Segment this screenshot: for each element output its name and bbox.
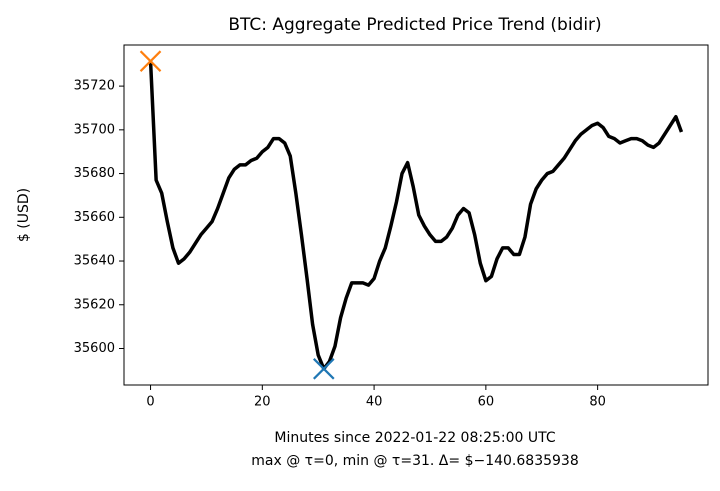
y-tick-label: 35680 [74,166,115,181]
x-axis-label: Minutes since 2022-01-22 08:25:00 UTC [274,430,555,446]
y-tick-label: 35720 [74,79,115,94]
plot-frame [123,44,709,386]
extreme-marker [139,50,162,72]
y-axis-label: $ (USD) [16,188,32,242]
x-tick-label: 0 [146,395,154,410]
y-tick-label: 35600 [74,341,115,356]
x-axis-note: max @ τ=0, min @ τ=31. Δ= $−140.6835938 [251,453,578,469]
y-tick-label: 35620 [74,297,115,312]
x-tick-label: 40 [366,395,383,410]
x-tick-label: 80 [589,395,606,410]
y-tick-label: 35700 [74,122,115,137]
chart-title: BTC: Aggregate Predicted Price Trend (bi… [228,15,601,35]
line [148,61,684,371]
y-tick-label: 35660 [74,210,115,225]
y-tick-label: 35640 [74,254,115,269]
x-tick-label: 20 [254,395,271,410]
extreme-marker [313,358,335,380]
x-tick-label: 60 [478,395,495,410]
